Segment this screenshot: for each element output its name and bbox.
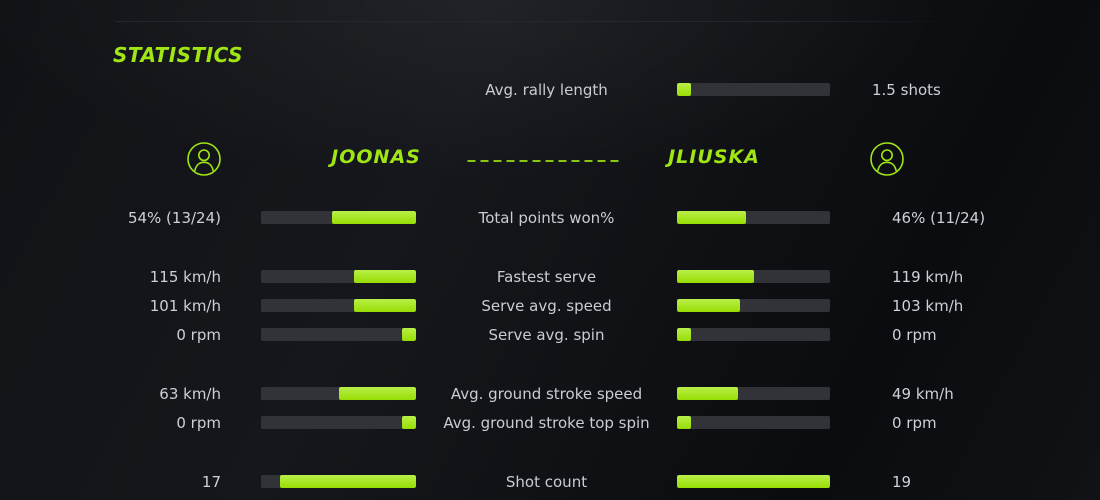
left-bar	[261, 328, 416, 341]
right-value: 46% (11/24)	[892, 208, 986, 227]
left-bar	[261, 387, 416, 400]
right-bar	[677, 270, 830, 283]
stat-row: 101 km/h Serve avg. speed 103 km/h	[0, 291, 1100, 320]
page-title: STATISTICS	[113, 43, 243, 67]
right-bar-fill	[677, 211, 746, 224]
left-bar	[261, 475, 416, 488]
right-value: 19	[892, 472, 912, 491]
left-bar-fill	[402, 416, 416, 429]
stat-row: 0 rpm Serve avg. spin 0 rpm	[0, 320, 1100, 349]
rally-length-value: 1.5 shots	[872, 80, 941, 99]
left-bar-fill	[338, 387, 416, 400]
right-bar-fill	[677, 328, 691, 341]
left-value: 0 rpm	[176, 325, 221, 344]
left-bar-fill	[279, 475, 416, 488]
row-label: Fastest serve	[496, 267, 597, 286]
left-bar	[261, 270, 416, 283]
right-value: 103 km/h	[892, 296, 964, 315]
stat-row: 115 km/h Fastest serve 119 km/h	[0, 262, 1100, 291]
left-value: 0 rpm	[176, 413, 221, 432]
left-bar-fill	[354, 270, 416, 283]
right-bar-fill	[677, 416, 691, 429]
row-label: Serve avg. spin	[488, 325, 605, 344]
person-circle-icon	[187, 142, 221, 176]
center-divider-dashes	[467, 160, 623, 162]
rally-bar-fill	[677, 83, 691, 96]
stats-rows: 54% (13/24) Total points won% 46% (11/24…	[0, 203, 1100, 496]
left-bar	[261, 416, 416, 429]
right-bar	[677, 211, 830, 224]
players-header: JOONAS JLIUSKA	[0, 134, 1100, 186]
stat-row: 54% (13/24) Total points won% 46% (11/24…	[0, 203, 1100, 232]
left-value: 63 km/h	[159, 384, 221, 403]
person-circle-icon	[870, 142, 904, 176]
right-bar	[677, 475, 830, 488]
row-label: Total points won%	[478, 208, 615, 227]
stat-row: 17 Shot count 19	[0, 467, 1100, 496]
left-value: 54% (13/24)	[127, 208, 221, 227]
right-value: 0 rpm	[892, 325, 937, 344]
row-label: Avg. ground stroke speed	[450, 384, 643, 403]
top-divider-line	[115, 21, 960, 22]
right-bar	[677, 387, 830, 400]
right-value: 119 km/h	[892, 267, 964, 286]
stat-row: 63 km/h Avg. ground stroke speed 49 km/h	[0, 379, 1100, 408]
left-bar-fill	[354, 299, 416, 312]
right-value: 0 rpm	[892, 413, 937, 432]
left-bar	[261, 211, 416, 224]
right-bar-fill	[677, 475, 830, 488]
stat-row: 0 rpm Avg. ground stroke top spin 0 rpm	[0, 408, 1100, 437]
right-value: 49 km/h	[892, 384, 954, 403]
right-bar	[677, 416, 830, 429]
left-bar-fill	[332, 211, 416, 224]
right-bar	[677, 328, 830, 341]
left-bar	[261, 299, 416, 312]
left-bar-fill	[402, 328, 416, 341]
rally-length-bar	[677, 83, 830, 96]
row-label: Shot count	[505, 472, 588, 491]
right-bar-fill	[677, 299, 740, 312]
right-bar-fill	[677, 270, 754, 283]
left-value: 101 km/h	[149, 296, 221, 315]
left-value: 115 km/h	[149, 267, 221, 286]
player-name-left: JOONAS	[331, 146, 421, 168]
right-bar-fill	[677, 387, 739, 400]
rally-length-label: Avg. rally length	[485, 80, 608, 99]
right-bar	[677, 299, 830, 312]
rally-length-row: Avg. rally length 1.5 shots	[0, 75, 1100, 104]
row-label: Serve avg. speed	[481, 296, 612, 315]
player-name-right: JLIUSKA	[668, 146, 760, 168]
row-label: Avg. ground stroke top spin	[443, 413, 650, 432]
left-value: 17	[201, 472, 221, 491]
